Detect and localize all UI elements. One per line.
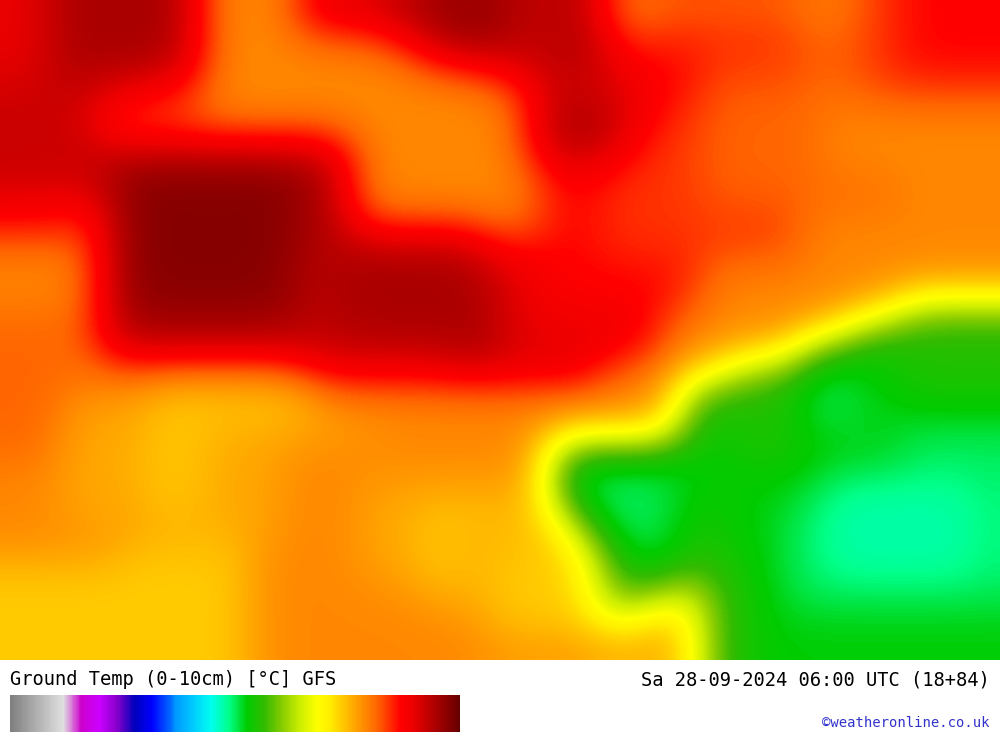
Text: ©weatheronline.co.uk: ©weatheronline.co.uk [822,715,990,730]
Text: Ground Temp (0-10cm) [°C] GFS: Ground Temp (0-10cm) [°C] GFS [10,671,336,689]
Text: Sa 28-09-2024 06:00 UTC (18+84): Sa 28-09-2024 06:00 UTC (18+84) [641,671,990,689]
